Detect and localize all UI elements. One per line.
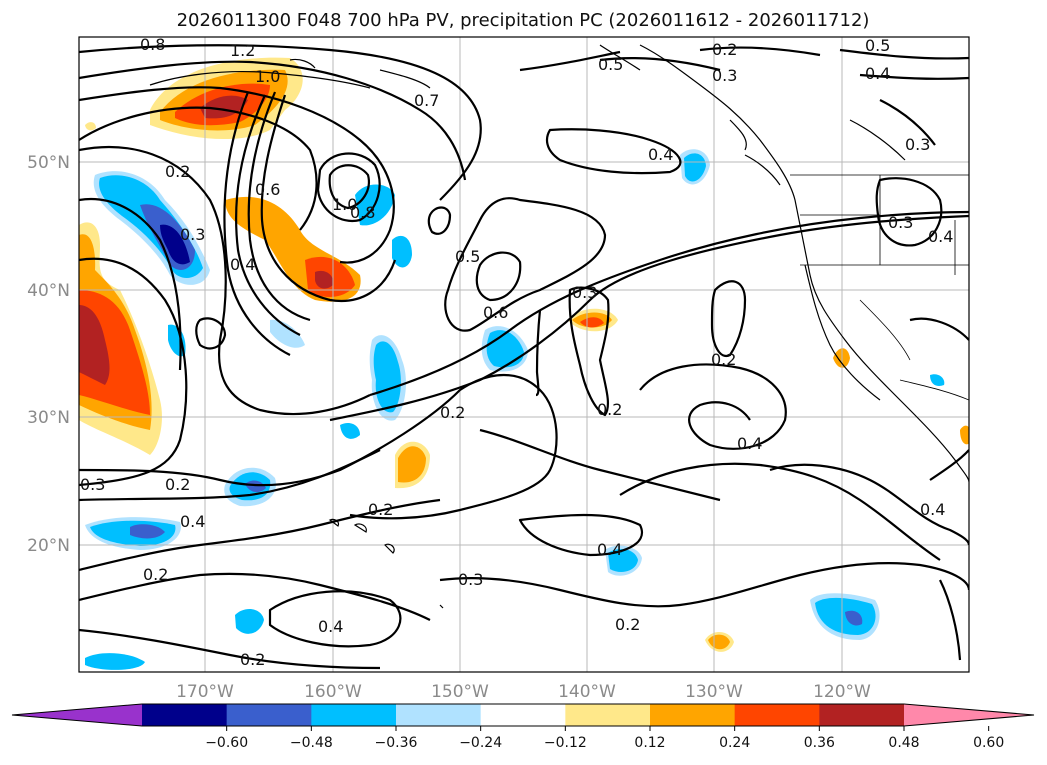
contour-label: 0.2 xyxy=(615,615,640,634)
contour-label: 0.4 xyxy=(597,540,622,559)
contour-label: 0.2 xyxy=(597,400,622,419)
lon-label: 160°W xyxy=(304,682,362,702)
colorbar-tick-label: 0.48 xyxy=(888,735,919,751)
contour-labels: 0.8 1.2 1.0 0.7 0.5 0.2 0.3 0.5 0.4 0.4 … xyxy=(80,35,953,669)
colorbar-tick-label: −0.60 xyxy=(205,735,248,751)
colorbar-bin xyxy=(650,704,736,726)
contour-label: 0.4 xyxy=(737,434,762,453)
contour-label: 0.4 xyxy=(928,227,953,246)
lat-label: 40°N xyxy=(27,281,70,301)
contour-label: 0.3 xyxy=(180,225,205,244)
contour-label: 0.4 xyxy=(180,512,205,531)
lat-label: 30°N xyxy=(27,408,70,428)
colorbar-bin xyxy=(565,704,651,726)
contour-label: 0.4 xyxy=(318,617,343,636)
lon-label: 130°W xyxy=(685,682,743,702)
contour-label: 0.2 xyxy=(165,475,190,494)
colorbar-extend-max xyxy=(904,704,1034,726)
contour-label: 0.6 xyxy=(255,180,280,199)
contour-label: 0.8 xyxy=(350,203,375,222)
contour-label: 0.2 xyxy=(440,403,465,422)
contour-label: 0.4 xyxy=(648,145,673,164)
lon-label: 140°W xyxy=(558,682,616,702)
colorbar-outline xyxy=(11,703,1035,727)
pv-contours xyxy=(79,44,969,670)
colorbar-tick-label: −0.12 xyxy=(544,735,587,751)
coastlines xyxy=(149,44,969,609)
contour-label: 0.5 xyxy=(865,36,890,55)
colorbar-bin xyxy=(142,704,228,726)
contour-label: 0.3 xyxy=(458,570,483,589)
political-borders xyxy=(790,174,969,401)
contour-label: 0.2 xyxy=(165,162,190,181)
contour-label: 0.4 xyxy=(865,64,890,83)
colorbar-tick-label: 0.24 xyxy=(719,735,750,751)
colorbar-tick-label: 0.60 xyxy=(973,735,1004,751)
contour-label: 0.3 xyxy=(712,66,737,85)
map-area xyxy=(79,37,969,672)
colorbar-bin xyxy=(396,704,482,726)
colorbar-bin xyxy=(480,704,566,726)
contour-label: 0.3 xyxy=(888,213,913,232)
contour-label: 0.3 xyxy=(905,135,930,154)
colorbar-bin xyxy=(226,704,312,726)
colorbar-tick-label: −0.36 xyxy=(375,735,418,751)
contour-label: 0.7 xyxy=(414,91,439,110)
colorbar-tick-label: −0.48 xyxy=(290,735,333,751)
contour-label: 0.2 xyxy=(712,40,737,59)
contour-label: 1.0 xyxy=(255,67,280,86)
lat-label: 20°N xyxy=(27,536,70,556)
lon-label: 120°W xyxy=(813,682,871,702)
contour-label: 0.2 xyxy=(368,500,393,519)
contour-label: 0.5 xyxy=(455,247,480,266)
contour-label: 0.2 xyxy=(240,650,265,669)
contour-label: 0.2 xyxy=(711,350,736,369)
figure-title: 2026011300 F048 700 hPa PV, precipitatio… xyxy=(177,10,870,31)
contour-label: 1.2 xyxy=(230,41,255,60)
contour-label: 0.5 xyxy=(598,55,623,74)
contour-label: 0.2 xyxy=(143,565,168,584)
lon-label: 170°W xyxy=(176,682,234,702)
colorbar-bin xyxy=(734,704,820,726)
lat-label: 50°N xyxy=(27,153,70,173)
latitude-labels: 50°N 40°N 30°N 20°N xyxy=(27,153,70,556)
contour-label: 0.8 xyxy=(140,35,165,54)
lon-label: 150°W xyxy=(431,682,489,702)
map-frame xyxy=(78,36,970,673)
contour-label: 0.3 xyxy=(80,475,105,494)
colorbar-tick-label: 0.12 xyxy=(634,735,665,751)
contour-label: 0.3 xyxy=(572,283,597,302)
colorbar: −0.60 −0.48 −0.36 −0.24 −0.12 0.12 0.24 0.36 0.4… xyxy=(11,703,1035,751)
colorbar-tick-label: −0.24 xyxy=(459,735,502,751)
colorbar-bin xyxy=(311,704,397,726)
colorbar-tick-label: 0.36 xyxy=(804,735,835,751)
colorbar-extend-min xyxy=(12,704,142,726)
longitude-labels: 170°W 160°W 150°W 140°W 130°W 120°W xyxy=(176,682,871,702)
contour-label: 0.4 xyxy=(920,500,945,519)
contour-label: 0.4 xyxy=(230,255,255,274)
graticule xyxy=(79,37,969,672)
colorbar-bin xyxy=(819,704,905,726)
contour-label: 1.0 xyxy=(332,195,357,214)
contour-label: 0.6 xyxy=(483,303,508,322)
